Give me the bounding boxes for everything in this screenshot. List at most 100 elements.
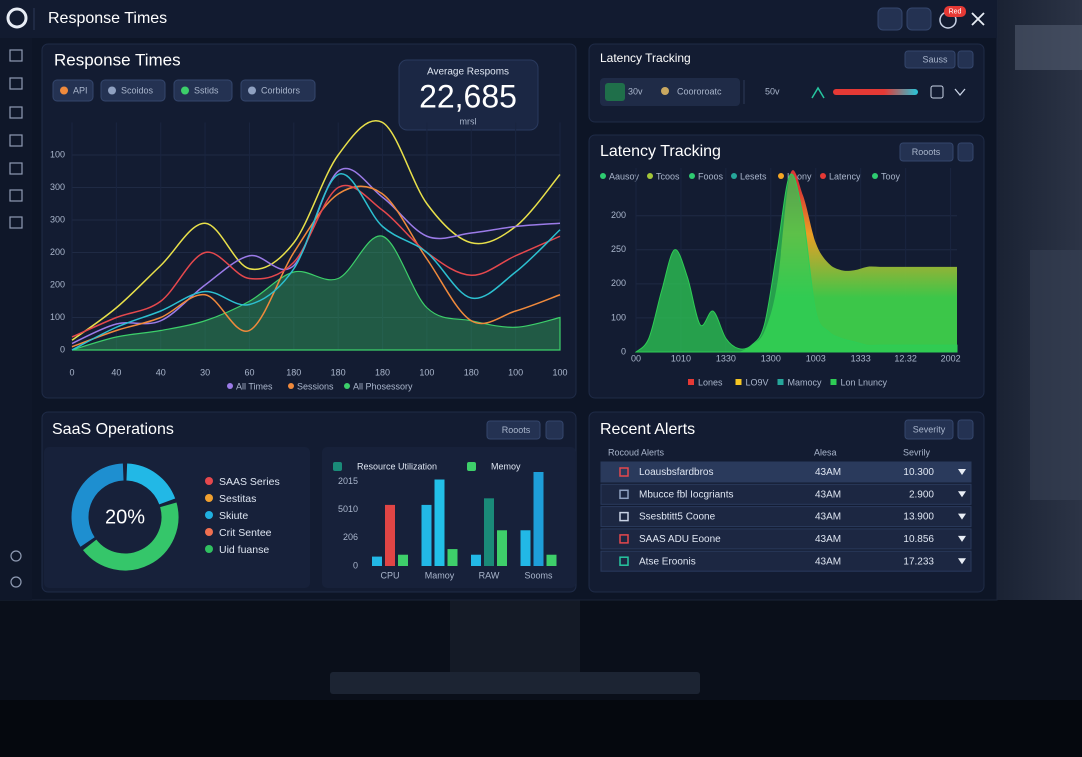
badge	[944, 6, 966, 17]
nav-icon[interactable]	[9, 77, 23, 90]
row-chevron[interactable]	[958, 513, 966, 520]
dropdown-toggle[interactable]	[957, 50, 974, 69]
x-tick-label: 180	[464, 367, 479, 377]
legend-label: Sessions	[297, 381, 334, 391]
y-tick-label: 200	[611, 210, 626, 220]
row-chevron[interactable]	[958, 491, 966, 498]
refresh-button[interactable]	[877, 7, 903, 31]
y-tick-label: 250	[611, 244, 626, 254]
legend-label: Tcoos	[656, 171, 680, 181]
legend-swatch	[830, 379, 837, 385]
table-row[interactable]	[600, 550, 972, 572]
dropdown-toggle[interactable]	[545, 420, 564, 440]
alert-time: 43AM	[815, 534, 841, 545]
nav-icon[interactable]	[10, 550, 22, 562]
x-tick-label: 180	[286, 367, 301, 377]
window-blur	[1015, 25, 1082, 70]
legend-swatch	[333, 462, 342, 471]
legend-label: Lon Lnuncy	[841, 377, 888, 387]
legend-label: Mamocy	[788, 377, 823, 387]
legend-swatch	[731, 173, 737, 179]
nav-icon[interactable]	[9, 189, 23, 202]
legend-swatch	[735, 379, 742, 385]
legend-swatch	[467, 462, 476, 471]
table-row[interactable]	[600, 461, 972, 483]
y-tick-label: 300	[50, 182, 65, 192]
legend-swatch	[288, 383, 294, 389]
column-header: Sevrily	[903, 447, 931, 457]
x-tick-label: 1300	[761, 353, 781, 363]
alert-name: Mbucce fbl Iocgriants	[639, 489, 734, 500]
nav-icon[interactable]	[9, 162, 23, 175]
legend-swatch	[227, 383, 233, 389]
filter-button[interactable]	[52, 79, 94, 102]
line	[71, 120, 561, 341]
legend-label: Crit Sentee	[219, 527, 272, 539]
alert-time: 43AM	[815, 489, 841, 500]
filter-button[interactable]	[173, 79, 233, 102]
nav-icon[interactable]	[9, 216, 23, 229]
legend-label: Resource Utilization	[357, 461, 437, 471]
x-tick-label: Sooms	[524, 570, 553, 580]
filter-button[interactable]	[100, 79, 166, 102]
table-row[interactable]	[600, 506, 972, 528]
donut-segment	[83, 502, 179, 571]
nav-icon[interactable]	[9, 134, 23, 147]
legend-label: SAAS Series	[219, 476, 280, 488]
alert-name: SAAS ADU Eoone	[639, 534, 721, 545]
dropdown-button[interactable]	[904, 50, 956, 69]
nav-icon[interactable]	[9, 106, 23, 119]
area	[634, 173, 958, 353]
dropdown-toggle[interactable]	[957, 142, 974, 162]
trend-icon	[811, 86, 825, 99]
x-tick-label: CPU	[380, 570, 399, 580]
filter-button[interactable]	[240, 79, 316, 102]
row-chevron[interactable]	[958, 535, 966, 542]
legend-swatch	[872, 173, 878, 179]
button-label: Sauss	[922, 54, 948, 64]
button-label: Rooots	[912, 147, 941, 157]
y-tick-label: 0	[621, 346, 626, 356]
dropdown-toggle[interactable]	[957, 419, 974, 440]
legend-swatch	[688, 379, 694, 385]
table-row[interactable]	[600, 528, 972, 550]
chevron[interactable]	[954, 88, 966, 97]
nav-icon[interactable]	[9, 49, 23, 62]
legend-swatch	[205, 477, 213, 485]
y-tick-label: 100	[611, 312, 626, 322]
row-chevron[interactable]	[958, 469, 966, 475]
close-button[interactable]	[971, 12, 985, 26]
table-row[interactable]	[600, 483, 972, 505]
row-chevron[interactable]	[958, 558, 966, 565]
panel-title: Latency Tracking	[600, 51, 691, 65]
filter-label: API	[73, 85, 88, 95]
row-icon	[619, 467, 629, 477]
alert-time: 43AM	[815, 467, 841, 478]
x-tick-label: 1003	[806, 353, 826, 363]
icon[interactable]	[930, 85, 944, 99]
latency-bar	[833, 89, 918, 95]
dropdown-button[interactable]	[899, 142, 954, 162]
summary-item: 30v	[628, 86, 643, 96]
legend-swatch	[777, 379, 784, 385]
filter-label: Corbidors	[261, 85, 301, 95]
stat-value: 22,685	[419, 78, 517, 114]
export-button[interactable]	[906, 7, 932, 31]
header-title: Response Times	[48, 10, 167, 27]
sidebar	[0, 38, 32, 600]
dropdown-button[interactable]	[904, 419, 954, 440]
button-label: Rooots	[502, 425, 531, 435]
legend-label: Sestitas	[219, 493, 256, 505]
legend-swatch	[344, 383, 350, 389]
nav-icon[interactable]	[10, 576, 22, 588]
x-tick-label: Mamoy	[425, 570, 455, 580]
donut-segment	[126, 463, 176, 505]
dropdown-button[interactable]	[486, 420, 541, 440]
x-tick-label: 100	[508, 367, 523, 377]
button-label: Severity	[913, 424, 946, 434]
filter-label: Scoidos	[121, 85, 154, 95]
summary-item: Coororoatc	[677, 86, 722, 96]
filter-icon	[181, 86, 189, 95]
panel-title: Recent Alerts	[600, 421, 695, 438]
